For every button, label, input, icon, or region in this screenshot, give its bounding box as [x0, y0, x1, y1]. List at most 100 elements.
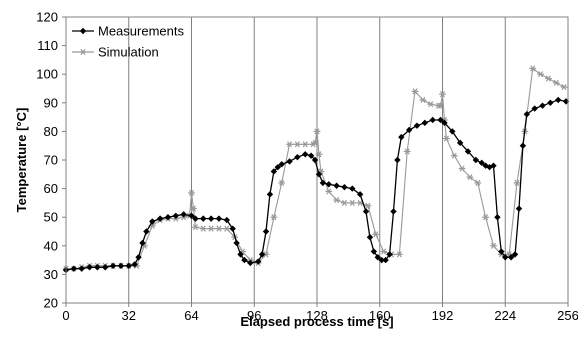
data-point [449, 128, 456, 135]
data-point [315, 171, 323, 178]
x-tick-label: 64 [184, 308, 198, 323]
data-point [233, 239, 240, 247]
data-point [341, 183, 348, 191]
data-point [188, 189, 195, 196]
data-point [302, 151, 309, 158]
x-tick-label: 192 [432, 308, 454, 323]
data-point [164, 214, 172, 221]
data-point [429, 116, 436, 124]
data-point [135, 254, 142, 261]
data-point [356, 191, 364, 198]
data-point [472, 156, 480, 164]
x-tick-label: 96 [247, 308, 261, 323]
y-tick-label: 40 [44, 238, 58, 253]
y-tick-label: 50 [44, 210, 58, 225]
data-point [319, 179, 327, 187]
data-point [286, 158, 293, 165]
data-point [247, 259, 254, 267]
data-point [301, 141, 309, 148]
data-point [262, 228, 270, 235]
data-point [190, 205, 197, 212]
data-point [466, 174, 474, 181]
data-point [223, 216, 230, 224]
data-point [450, 152, 458, 159]
data-point [362, 208, 370, 215]
data-point [370, 248, 378, 255]
data-point [474, 179, 482, 186]
x-tick-label: 32 [122, 308, 136, 323]
data-point [207, 225, 215, 232]
data-point [311, 156, 319, 164]
data-point [266, 191, 274, 198]
data-point [390, 208, 397, 215]
data-point [403, 148, 411, 155]
legend: Measurements Simulation [72, 24, 184, 60]
data-point [458, 165, 466, 172]
data-point [398, 133, 405, 141]
y-tick-label: 30 [44, 267, 58, 282]
y-tick-label: 60 [44, 181, 58, 196]
data-point [544, 75, 552, 82]
data-point [439, 91, 446, 98]
data-point [180, 211, 187, 218]
data-point [149, 218, 156, 225]
data-point [437, 102, 444, 109]
x-tick-label: 256 [557, 308, 578, 323]
data-point [413, 122, 421, 129]
data-point [172, 212, 180, 219]
data-point [274, 163, 281, 171]
data-point [278, 179, 286, 186]
data-point [437, 116, 444, 124]
data-point [349, 185, 356, 192]
data-point [86, 264, 93, 271]
data-point [490, 162, 497, 169]
legend-item-simulation: Simulation [72, 45, 159, 60]
y-tick-label: 70 [44, 153, 58, 168]
data-point [523, 111, 531, 118]
data-point [515, 205, 523, 212]
legend-label-measurements: Measurements [98, 24, 184, 39]
data-point [348, 199, 356, 206]
data-point [386, 251, 393, 258]
data-point [109, 262, 117, 270]
data-point [374, 254, 381, 261]
data-point [405, 126, 413, 134]
data-point [117, 262, 125, 270]
data-point [102, 264, 109, 271]
grid [128, 17, 506, 303]
data-point [552, 79, 560, 86]
x-tick-label: 128 [306, 308, 328, 323]
data-point [215, 225, 223, 232]
legend-item-measurements: Measurements [72, 24, 184, 39]
data-point [270, 214, 278, 221]
data-point [199, 225, 207, 232]
data-point [143, 228, 150, 235]
data-point [519, 142, 527, 149]
data-point [286, 141, 293, 148]
y-tick-label: 80 [44, 124, 58, 139]
data-point [254, 258, 262, 265]
data-point [258, 251, 266, 258]
y-tick-label: 100 [36, 67, 58, 82]
data-point [313, 128, 321, 135]
data-point [278, 161, 285, 168]
data-point [307, 152, 315, 159]
data-point [494, 214, 501, 221]
data-point [364, 202, 372, 209]
series-simulation [62, 65, 568, 272]
data-point [366, 234, 374, 241]
data-point [478, 159, 485, 167]
y-axis-title: Temperature [°C] [14, 108, 29, 213]
data-point [237, 251, 244, 258]
series-layer [62, 65, 570, 274]
data-point [531, 105, 538, 112]
data-point [529, 65, 537, 72]
data-point [560, 83, 568, 91]
data-point [490, 242, 497, 249]
data-point [125, 262, 132, 270]
data-point [294, 153, 301, 161]
data-point [333, 182, 340, 189]
x-tick-label: 0 [62, 308, 69, 323]
series-measurements [62, 96, 570, 274]
data-point [223, 225, 231, 232]
